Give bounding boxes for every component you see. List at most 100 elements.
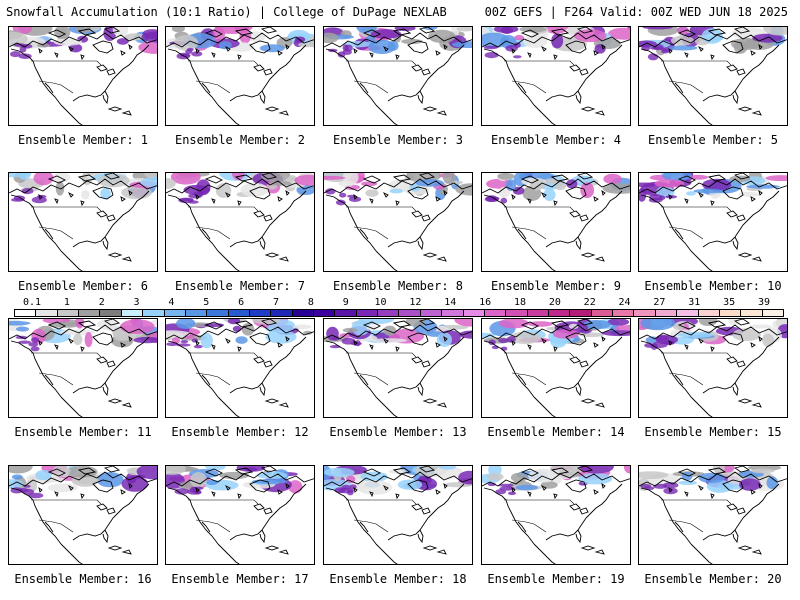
member-label-11: Ensemble Member: 11 — [14, 425, 152, 439]
snowfall-map — [639, 173, 787, 271]
colorbar-segment — [249, 310, 272, 316]
member-label-17: Ensemble Member: 17 — [171, 572, 309, 586]
member-label-7: Ensemble Member: 7 — [174, 279, 306, 293]
member-map-17 — [165, 465, 315, 565]
colorbar-tick-label: 31 — [688, 297, 701, 308]
snowfall-map — [9, 173, 157, 271]
colorbar-segment — [335, 310, 357, 316]
snowfall-map — [639, 27, 787, 125]
colorbar-segment — [314, 310, 336, 316]
colorbar-segment — [36, 310, 58, 316]
colorbar-segment — [79, 310, 101, 316]
member-map-15 — [638, 318, 788, 418]
colorbar-tick-label: 22 — [583, 297, 596, 308]
colorbar-segment — [655, 310, 678, 316]
member-label-18: Ensemble Member: 18 — [329, 572, 467, 586]
member-label-1: Ensemble Member: 1 — [17, 133, 149, 147]
colorbar-segment — [399, 310, 421, 316]
colorbar-segment — [271, 310, 293, 316]
member-map-12 — [165, 318, 315, 418]
snowfall-map — [9, 27, 157, 125]
member-map-2 — [165, 26, 315, 126]
colorbar-segment — [121, 310, 144, 316]
colorbar-tick-label: 2 — [98, 297, 105, 308]
snowfall-map — [166, 319, 314, 417]
colorbar-segment — [527, 310, 549, 316]
member-map-8 — [323, 172, 473, 272]
colorbar-tick-label: 12 — [409, 297, 422, 308]
colorbar-segment — [570, 310, 592, 316]
chart-title: Snowfall Accumulation (10:1 Ratio) | Col… — [6, 5, 447, 19]
colorbar-tick-label: 3 — [133, 297, 140, 308]
member-label-9: Ensemble Member: 9 — [490, 279, 622, 293]
member-map-14 — [481, 318, 631, 418]
colorbar-segment — [591, 310, 614, 316]
colorbar-segment — [677, 310, 699, 316]
colorbar-tick-label: 9 — [342, 297, 349, 308]
colorbar-tick-label: 27 — [653, 297, 666, 308]
member-label-8: Ensemble Member: 8 — [332, 279, 464, 293]
snowfall-map — [324, 173, 472, 271]
colorbar-tick-label: 20 — [548, 297, 561, 308]
member-map-6 — [8, 172, 158, 272]
colorbar-tick-label: 10 — [374, 297, 387, 308]
colorbar-tick-label: 14 — [444, 297, 457, 308]
colorbar-segment — [420, 310, 443, 316]
member-label-10: Ensemble Member: 10 — [644, 279, 782, 293]
member-map-19 — [481, 465, 631, 565]
colorbar-segment — [762, 310, 783, 316]
snowfall-map — [639, 319, 787, 417]
snowfall-map — [482, 27, 630, 125]
member-map-5 — [638, 26, 788, 126]
colorbar-tick-label: 6 — [238, 297, 245, 308]
member-map-1 — [8, 26, 158, 126]
snowfall-map — [482, 319, 630, 417]
member-map-4 — [481, 26, 631, 126]
snowfall-map — [482, 173, 630, 271]
member-label-19: Ensemble Member: 19 — [487, 572, 625, 586]
colorbar-segment — [484, 310, 507, 316]
snowfall-map — [482, 466, 630, 564]
colorbar-tick-label: 24 — [618, 297, 631, 308]
colorbar-tick-label: 5 — [203, 297, 210, 308]
colorbar-segment — [741, 310, 763, 316]
snowfall-map — [166, 27, 314, 125]
colorbar-segment — [207, 310, 229, 316]
colorbar-segment — [100, 310, 122, 316]
colorbar-labels: 0.1 1 2 3 4 5 6 7 8 9 10 12 14 16 18 20 22 24 27 31 35 39 — [14, 297, 784, 309]
colorbar-segment — [228, 310, 250, 316]
colorbar-segment — [143, 310, 165, 316]
member-label-16: Ensemble Member: 16 — [14, 572, 152, 586]
member-label-15: Ensemble Member: 15 — [644, 425, 782, 439]
member-label-3: Ensemble Member: 3 — [332, 133, 464, 147]
member-label-2: Ensemble Member: 2 — [174, 133, 306, 147]
member-map-9 — [481, 172, 631, 272]
colorbar-tick-label: 18 — [513, 297, 527, 308]
colorbar-segment — [57, 310, 80, 316]
member-label-5: Ensemble Member: 5 — [647, 133, 779, 147]
snowfall-map — [9, 466, 157, 564]
member-label-20: Ensemble Member: 20 — [644, 572, 782, 586]
colorbar-segment — [548, 310, 571, 316]
member-label-14: Ensemble Member: 14 — [487, 425, 625, 439]
colorbar-segment — [719, 310, 742, 316]
snowfall-map — [324, 27, 472, 125]
member-map-11 — [8, 318, 158, 418]
snowfall-map — [166, 173, 314, 271]
member-map-13 — [323, 318, 473, 418]
member-label-12: Ensemble Member: 12 — [171, 425, 309, 439]
colorbar-segment — [164, 310, 186, 316]
snowfall-map — [639, 466, 787, 564]
member-label-6: Ensemble Member: 6 — [17, 279, 149, 293]
member-label-13: Ensemble Member: 13 — [329, 425, 467, 439]
colorbar-segment — [378, 310, 400, 316]
colorbar-tick-label: 7 — [272, 297, 280, 308]
colorbar-tick-label: 35 — [723, 297, 736, 308]
colorbar-tick-label: 39 — [757, 297, 771, 308]
colorbar-segment — [15, 310, 37, 316]
colorbar-tick-label: 4 — [168, 297, 175, 308]
member-map-16 — [8, 465, 158, 565]
colorbar-segment — [506, 310, 528, 316]
colorbar-segment — [185, 310, 208, 316]
colorbar-segment — [292, 310, 315, 316]
